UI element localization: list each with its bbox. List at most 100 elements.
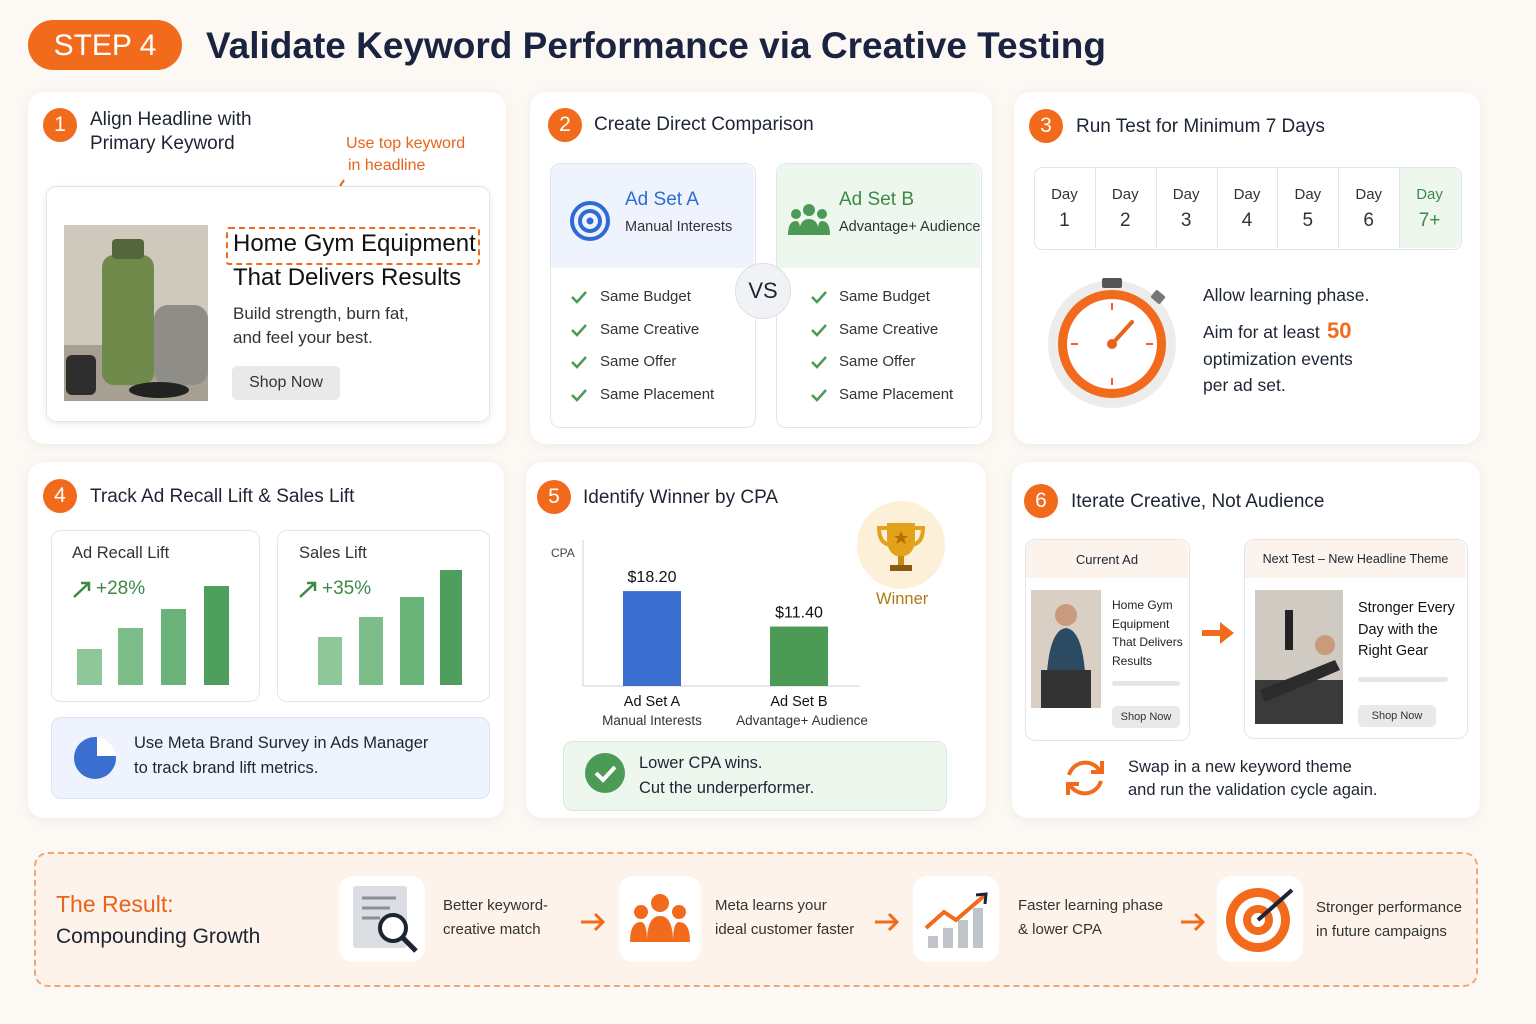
keyword-highlight: [226, 227, 480, 265]
day-word: Day: [1416, 186, 1443, 203]
checklist-item: Same Placement: [839, 386, 954, 404]
lift-value: +35%: [322, 578, 372, 599]
result-subtitle: Compounding Growth: [56, 925, 261, 948]
check-stroke: [571, 389, 587, 402]
vs-badge: VS: [735, 263, 791, 319]
page-title: Validate Keyword Performance via Creativ…: [206, 25, 1106, 66]
step-number: 1: [43, 108, 77, 142]
step-title: Iterate Creative, Not Audience: [1071, 491, 1325, 512]
check-mark: [571, 389, 587, 402]
day-word: Day: [1172, 186, 1200, 203]
card-header: [777, 164, 980, 268]
check-stroke: [811, 356, 827, 370]
check-mark: [571, 356, 587, 370]
winner-label: Winner: [876, 590, 929, 608]
note-text: to track brand lift metrics.: [134, 759, 319, 777]
lift-label: Sales Lift: [299, 544, 367, 562]
ad-headline: Home Gym Equipment: [233, 230, 476, 257]
ad-text-line: Stronger Every: [1358, 600, 1455, 616]
placeholder-line: [1112, 681, 1180, 686]
info-text: Allow learning phase.: [1203, 285, 1370, 305]
day-cell: [1338, 168, 1400, 248]
next-arrow: [1202, 622, 1234, 644]
check-stroke: [811, 323, 827, 337]
step-number: 6: [1024, 484, 1058, 518]
ad-text-line: Right Gear: [1358, 643, 1429, 659]
day-cell: [1216, 168, 1279, 248]
annotation: in headline: [348, 157, 426, 174]
ad-text-line: Results: [1112, 654, 1153, 669]
category-sub: Advantage+ Audience: [736, 713, 868, 728]
day-number: 1: [1059, 210, 1070, 231]
note-text: and run the validation cycle again.: [1128, 781, 1378, 799]
ad-body: Build strength, burn fat,: [233, 304, 409, 323]
step-title: Create Direct Comparison: [594, 114, 814, 135]
step-pill: [28, 20, 182, 70]
checklist-item: Same Budget: [600, 288, 691, 305]
result-icons: [339, 876, 1303, 962]
check-mark: [811, 356, 827, 370]
check-stroke: [571, 291, 587, 304]
result-step: in future campaigns: [1316, 923, 1447, 940]
category-label: Ad Set A: [624, 694, 681, 710]
result-step: & lower CPA: [1018, 921, 1102, 938]
day-word: Day: [1233, 186, 1261, 203]
step-title: Track Ad Recall Lift & Sales Lift: [90, 486, 355, 507]
ad-set-sub: Manual Interests: [625, 219, 733, 235]
cpa-chart: CPA $18.20 Ad Set A Manual Interests $11.40 A…: [551, 540, 868, 728]
check-stroke: [571, 356, 587, 370]
result-step: creative match: [443, 921, 541, 938]
step-title: Run Test for Minimum 7 Days: [1076, 116, 1325, 137]
note-box: [51, 717, 490, 799]
check-mark: [811, 389, 827, 402]
info-text: optimization events: [1203, 349, 1353, 369]
ad-photo: [1031, 590, 1101, 708]
result-step: Meta learns your: [715, 897, 827, 914]
check-stroke: [571, 323, 587, 337]
checklist-item: Same Budget: [839, 288, 930, 305]
y-axis-label: CPA: [551, 546, 575, 560]
annotation: Use top keyword: [346, 135, 466, 152]
ad-text-line: Day with the: [1358, 621, 1438, 638]
check-mark: [811, 323, 827, 337]
trend-bars: [73, 570, 462, 685]
lift-value: +28%: [96, 578, 146, 599]
bar: [623, 591, 681, 686]
day-number: 6: [1363, 210, 1374, 231]
note-text: Cut the underperformer.: [639, 779, 815, 797]
ad-headline: That Delivers Results: [233, 264, 462, 291]
info-text: per ad set.: [1203, 375, 1286, 395]
day-word: Day: [1111, 186, 1139, 203]
day-number: 2: [1119, 210, 1131, 231]
ad-text-line: Home Gym: [1112, 598, 1173, 612]
step-number: 2: [548, 108, 582, 142]
check-mark: [811, 291, 827, 304]
result-step: Faster learning phase: [1018, 897, 1164, 914]
category-sub: Manual Interests: [602, 713, 702, 728]
step-title: Primary Keyword: [90, 133, 235, 154]
ad-set-name: Ad Set B: [839, 189, 914, 210]
day-cell: [1034, 168, 1095, 248]
day-cell: [1277, 168, 1339, 248]
result-step: ideal customer faster: [715, 921, 855, 938]
checklist-item: Same Offer: [839, 353, 916, 371]
result-step: Better keyword-: [443, 897, 549, 914]
note-text: Use Meta Brand Survey in Ads Manager: [134, 734, 429, 752]
step-number: 5: [537, 480, 571, 514]
result-step: Stronger performance: [1316, 899, 1462, 916]
checklist-item: Same Placement: [600, 386, 715, 404]
refresh-icon: [1066, 760, 1104, 796]
stopwatch-icon: [1048, 278, 1176, 408]
day-number: 4: [1241, 210, 1253, 231]
ad-set-sub: Advantage+ Audience: [839, 219, 981, 235]
day-cell: [1399, 168, 1461, 248]
ad-button: Shop Now: [1112, 706, 1180, 728]
bar: [770, 626, 828, 686]
product-photo: [64, 225, 208, 401]
audience-icon: [788, 204, 830, 235]
ad-button: Shop Now: [232, 366, 340, 400]
day-strip: [1034, 167, 1462, 250]
ad-text-line: That Delivers: [1112, 635, 1183, 650]
trophy-icon: [857, 501, 945, 589]
